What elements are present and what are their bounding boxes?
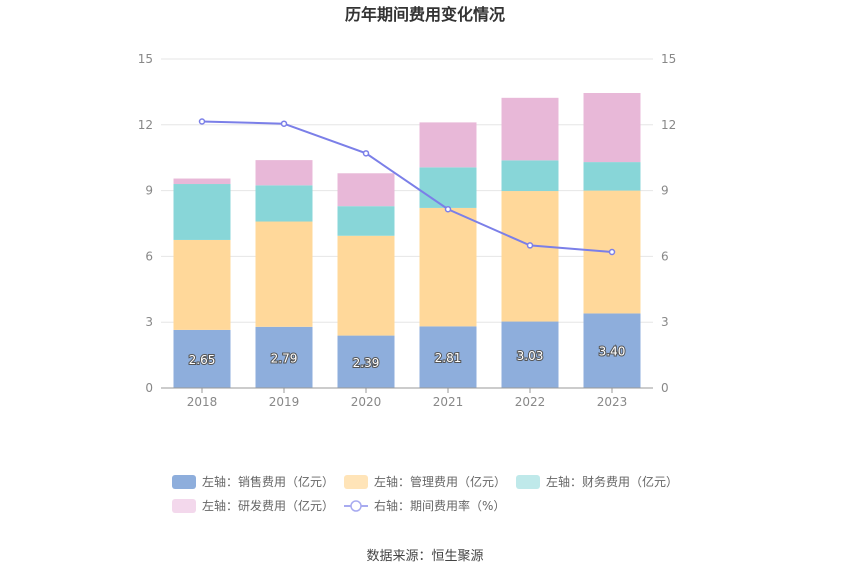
y-right-tick-label: 9 <box>661 184 669 198</box>
legend-label: 左轴：研发费用（亿元） <box>202 498 334 513</box>
bar-segment-1-2018 <box>173 239 231 330</box>
bar-segment-1-2020 <box>337 235 395 336</box>
rate-line-path <box>201 120 613 254</box>
y-left-tick-label: 12 <box>138 118 153 132</box>
y-right-tick-label: 3 <box>661 315 669 329</box>
bar-segment-2-2022 <box>501 160 559 192</box>
rate-line-point <box>444 205 452 213</box>
bar-data-label: 2.39 <box>353 356 380 370</box>
y-left-tick-label: 6 <box>145 249 153 263</box>
y-left-tick-label: 3 <box>145 315 153 329</box>
x-tick-label: 2022 <box>515 395 546 409</box>
bar-segment-0-2021 <box>419 326 477 388</box>
grid <box>161 58 653 389</box>
legend-swatch <box>172 499 196 513</box>
bar-segment-2-2021 <box>419 167 477 208</box>
bar-segment-3-2019 <box>255 160 313 186</box>
bar-segment-3-2020 <box>337 173 395 207</box>
bar-segment-0-2022 <box>501 321 559 388</box>
legend-item[interactable]: 左轴：销售费用（亿元） <box>172 474 334 489</box>
bar-segment-0-2023 <box>583 313 641 388</box>
bar-segment-3-2023 <box>583 92 641 163</box>
bar-data-label: 2.65 <box>189 353 216 367</box>
y-right-tick-label: 0 <box>661 381 669 395</box>
bar-segment-1-2022 <box>501 191 559 322</box>
bar-segment-2-2019 <box>255 185 313 222</box>
bar-segment-3-2022 <box>501 97 559 161</box>
rate-line-point <box>608 248 616 256</box>
bar-segment-1-2019 <box>255 221 313 327</box>
legend-label: 左轴：销售费用（亿元） <box>202 474 334 489</box>
bar-data-label: 2.79 <box>271 351 298 365</box>
bar-data-label: 3.40 <box>599 345 626 359</box>
y-axis-right: 0 3 6 9 12 15 <box>661 52 676 395</box>
bar-segment-0-2018 <box>173 329 231 388</box>
x-axis: 2018 2019 2020 2021 2022 2023 <box>161 387 653 409</box>
legend-item[interactable]: 右轴：期间费用率（%） <box>344 498 505 513</box>
legend-item[interactable]: 左轴：财务费用（亿元） <box>516 474 678 489</box>
x-tick-label: 2019 <box>269 395 300 409</box>
bar-segment-1-2021 <box>419 207 477 327</box>
rate-line-point <box>280 120 288 127</box>
bar-segment-2-2018 <box>173 184 231 240</box>
legend-label: 左轴：财务费用（亿元） <box>546 474 678 489</box>
y-right-tick-label: 15 <box>661 52 676 66</box>
chart-title: 历年期间费用变化情况 <box>345 5 505 24</box>
bar-segment-0-2020 <box>337 335 395 388</box>
x-tick-label: 2020 <box>351 395 382 409</box>
bar-segment-3-2018 <box>173 178 231 185</box>
rate-line-point <box>526 242 534 249</box>
y-axis-left: 0 3 6 9 12 15 <box>138 52 153 395</box>
bars: 2.65 2.79 2.39 2.81 3.03 3.40 <box>173 92 641 388</box>
y-right-tick-label: 12 <box>661 118 676 132</box>
legend-swatch <box>172 475 196 489</box>
rate-line <box>198 118 616 256</box>
x-tick-label: 2023 <box>597 395 628 409</box>
rate-line-point <box>198 118 206 125</box>
legend-item[interactable]: 左轴：管理费用（亿元） <box>344 474 506 489</box>
y-left-tick-label: 15 <box>138 52 153 66</box>
legend-item[interactable]: 左轴：研发费用（亿元） <box>172 498 334 513</box>
y-left-tick-label: 9 <box>145 184 153 198</box>
bar-data-label: 2.81 <box>435 351 462 365</box>
y-left-tick-label: 0 <box>145 381 153 395</box>
legend-label: 左轴：管理费用（亿元） <box>374 474 506 489</box>
legend-label: 右轴：期间费用率（%） <box>374 498 505 513</box>
legend-swatch <box>516 475 540 489</box>
x-tick-label: 2021 <box>433 395 464 409</box>
legend: 左轴：销售费用（亿元） 左轴：管理费用（亿元） 左轴：财务费用（亿元） 左轴：研发费用… <box>172 474 678 513</box>
data-source: 数据来源：恒生聚源 <box>366 549 483 564</box>
bar-data-label: 3.03 <box>517 349 544 363</box>
x-tick-label: 2018 <box>187 395 218 409</box>
bar-segment-0-2019 <box>255 326 313 388</box>
y-right-tick-label: 6 <box>661 249 669 263</box>
bar-segment-2-2020 <box>337 206 395 236</box>
bar-segment-3-2021 <box>419 122 477 168</box>
rate-line-point <box>362 150 370 157</box>
legend-swatch <box>344 475 368 489</box>
bar-segment-2-2023 <box>583 162 641 191</box>
legend-marker <box>350 500 362 512</box>
